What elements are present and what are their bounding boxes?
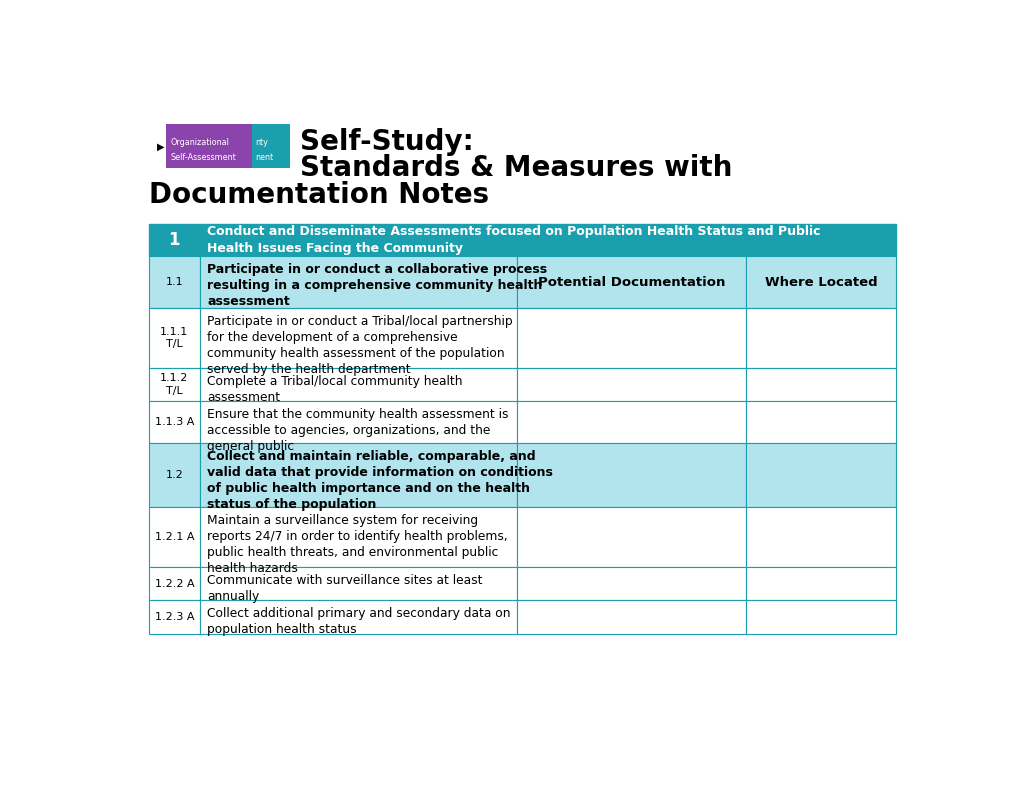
FancyBboxPatch shape <box>149 256 200 308</box>
FancyBboxPatch shape <box>745 444 896 507</box>
Text: 1.2.1 A: 1.2.1 A <box>155 533 194 542</box>
FancyBboxPatch shape <box>745 600 896 634</box>
FancyBboxPatch shape <box>517 401 745 444</box>
FancyBboxPatch shape <box>149 401 200 444</box>
FancyBboxPatch shape <box>200 600 517 634</box>
FancyBboxPatch shape <box>745 401 896 444</box>
Text: Standards & Measures with: Standards & Measures with <box>300 154 732 183</box>
FancyBboxPatch shape <box>149 600 200 634</box>
Text: Collect additional primary and secondary data on
population health status: Collect additional primary and secondary… <box>207 608 511 637</box>
Text: Where Located: Where Located <box>764 276 876 288</box>
Text: Conduct and Disseminate Assessments focused on Population Health Status and Publ: Conduct and Disseminate Assessments focu… <box>207 225 820 255</box>
FancyBboxPatch shape <box>517 507 745 567</box>
Text: Documentation Notes: Documentation Notes <box>149 180 489 209</box>
Text: Self-Study:: Self-Study: <box>300 128 473 156</box>
FancyBboxPatch shape <box>149 507 200 567</box>
Text: Self-Assessment: Self-Assessment <box>171 153 236 162</box>
Text: Potential Documentation: Potential Documentation <box>537 276 725 288</box>
FancyBboxPatch shape <box>166 124 252 169</box>
FancyBboxPatch shape <box>200 256 517 308</box>
FancyBboxPatch shape <box>149 308 200 368</box>
FancyBboxPatch shape <box>200 444 517 507</box>
FancyBboxPatch shape <box>149 567 200 600</box>
Text: Organizational: Organizational <box>171 138 229 147</box>
Text: ▶: ▶ <box>157 142 164 152</box>
Text: Ensure that the community health assessment is
accessible to agencies, organizat: Ensure that the community health assessm… <box>207 408 508 453</box>
FancyBboxPatch shape <box>517 308 745 368</box>
FancyBboxPatch shape <box>745 507 896 567</box>
Text: nent: nent <box>255 153 273 162</box>
FancyBboxPatch shape <box>745 256 896 308</box>
Text: 1.2.2 A: 1.2.2 A <box>155 579 194 589</box>
Text: 1.1.1
T/L: 1.1.1 T/L <box>160 327 189 349</box>
Text: Collect and maintain reliable, comparable, and
valid data that provide informati: Collect and maintain reliable, comparabl… <box>207 450 552 511</box>
Text: nty: nty <box>255 138 268 147</box>
Text: Maintain a surveillance system for receiving
reports 24/7 in order to identify h: Maintain a surveillance system for recei… <box>207 515 507 575</box>
FancyBboxPatch shape <box>200 567 517 600</box>
FancyBboxPatch shape <box>517 256 745 308</box>
Text: 1.1.2
T/L: 1.1.2 T/L <box>160 374 189 396</box>
Text: Communicate with surveillance sites at least
annually: Communicate with surveillance sites at l… <box>207 574 482 604</box>
FancyBboxPatch shape <box>517 567 745 600</box>
Text: Participate in or conduct a collaborative process
resulting in a comprehensive c: Participate in or conduct a collaborativ… <box>207 263 547 308</box>
FancyBboxPatch shape <box>200 401 517 444</box>
Text: 1.1: 1.1 <box>165 277 183 287</box>
FancyBboxPatch shape <box>745 567 896 600</box>
FancyBboxPatch shape <box>745 308 896 368</box>
FancyBboxPatch shape <box>517 600 745 634</box>
FancyBboxPatch shape <box>149 224 200 256</box>
Text: 1: 1 <box>168 231 180 249</box>
FancyBboxPatch shape <box>517 444 745 507</box>
FancyBboxPatch shape <box>149 444 200 507</box>
FancyBboxPatch shape <box>200 308 517 368</box>
Text: 1.2.3 A: 1.2.3 A <box>155 612 194 622</box>
FancyBboxPatch shape <box>745 368 896 401</box>
FancyBboxPatch shape <box>517 368 745 401</box>
FancyBboxPatch shape <box>200 224 896 256</box>
Text: Complete a Tribal/local community health
assessment: Complete a Tribal/local community health… <box>207 375 463 403</box>
Text: 1.1.3 A: 1.1.3 A <box>155 417 194 427</box>
FancyBboxPatch shape <box>200 368 517 401</box>
Text: Participate in or conduct a Tribal/local partnership
for the development of a co: Participate in or conduct a Tribal/local… <box>207 314 513 376</box>
Text: 1.2: 1.2 <box>165 470 183 481</box>
FancyBboxPatch shape <box>252 124 290 169</box>
FancyBboxPatch shape <box>200 507 517 567</box>
FancyBboxPatch shape <box>149 368 200 401</box>
